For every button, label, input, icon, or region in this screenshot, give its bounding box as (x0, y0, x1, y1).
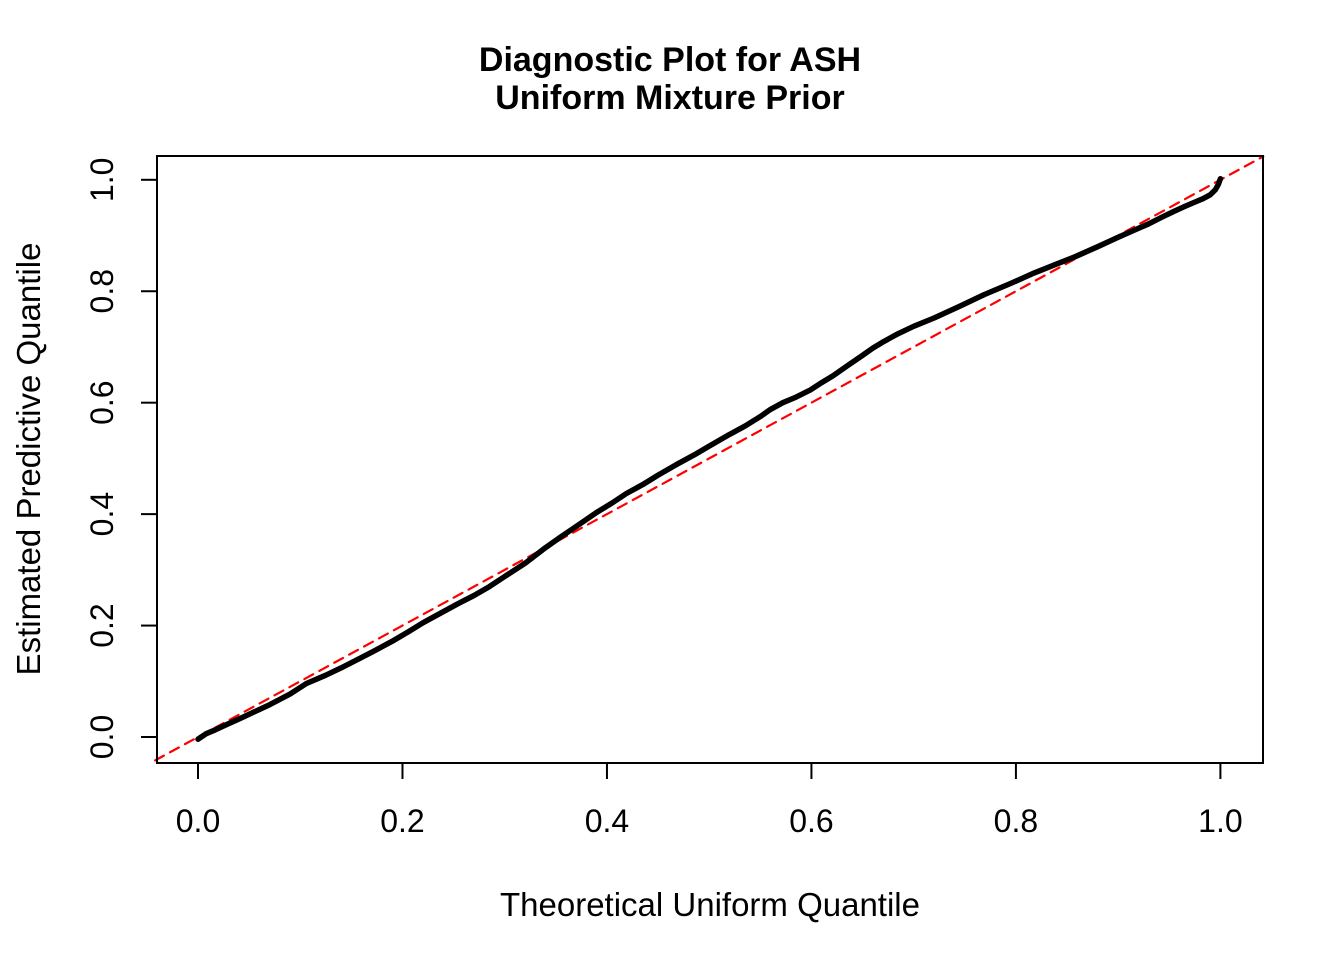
x-axis-tick-label: 1.0 (1198, 803, 1242, 839)
chart-title-line-1: Diagnostic Plot for ASH (479, 41, 861, 79)
plot-frame (156, 155, 1264, 764)
y-axis-tick-label: 0.2 (84, 603, 120, 647)
x-axis-tick-label: 0.8 (994, 803, 1038, 839)
y-axis-tick-label: 1.0 (84, 158, 120, 202)
x-axis-tick-label: 0.2 (380, 803, 424, 839)
x-axis-title: Theoretical Uniform Quantile (500, 886, 920, 923)
y-axis-tick-label: 0.8 (84, 269, 120, 313)
plot-series-layer (154, 155, 1265, 762)
estimated-predictive-quantile-curve (195, 175, 1224, 742)
x-axis-tick-label: 0.0 (176, 803, 220, 839)
x-axis-tick-label: 0.6 (789, 803, 833, 839)
y-axis-title: Estimated Predictive Quantile (10, 243, 47, 676)
chart-title-line-2: Uniform Mixture Prior (495, 79, 844, 117)
y-axis-tick-label: 0.0 (84, 715, 120, 759)
y-axis-tick-label: 0.4 (84, 492, 120, 536)
y-axis-tick-label: 0.6 (84, 380, 120, 424)
x-axis-tick-label: 0.4 (585, 803, 629, 839)
plot-axes-layer: 0.0 0.2 0.4 0.6 0.8 1.0 0.0 0.2 0.4 0.6 0.8 1.0 (84, 158, 1243, 839)
reference-line-y-equals-x (154, 155, 1265, 762)
